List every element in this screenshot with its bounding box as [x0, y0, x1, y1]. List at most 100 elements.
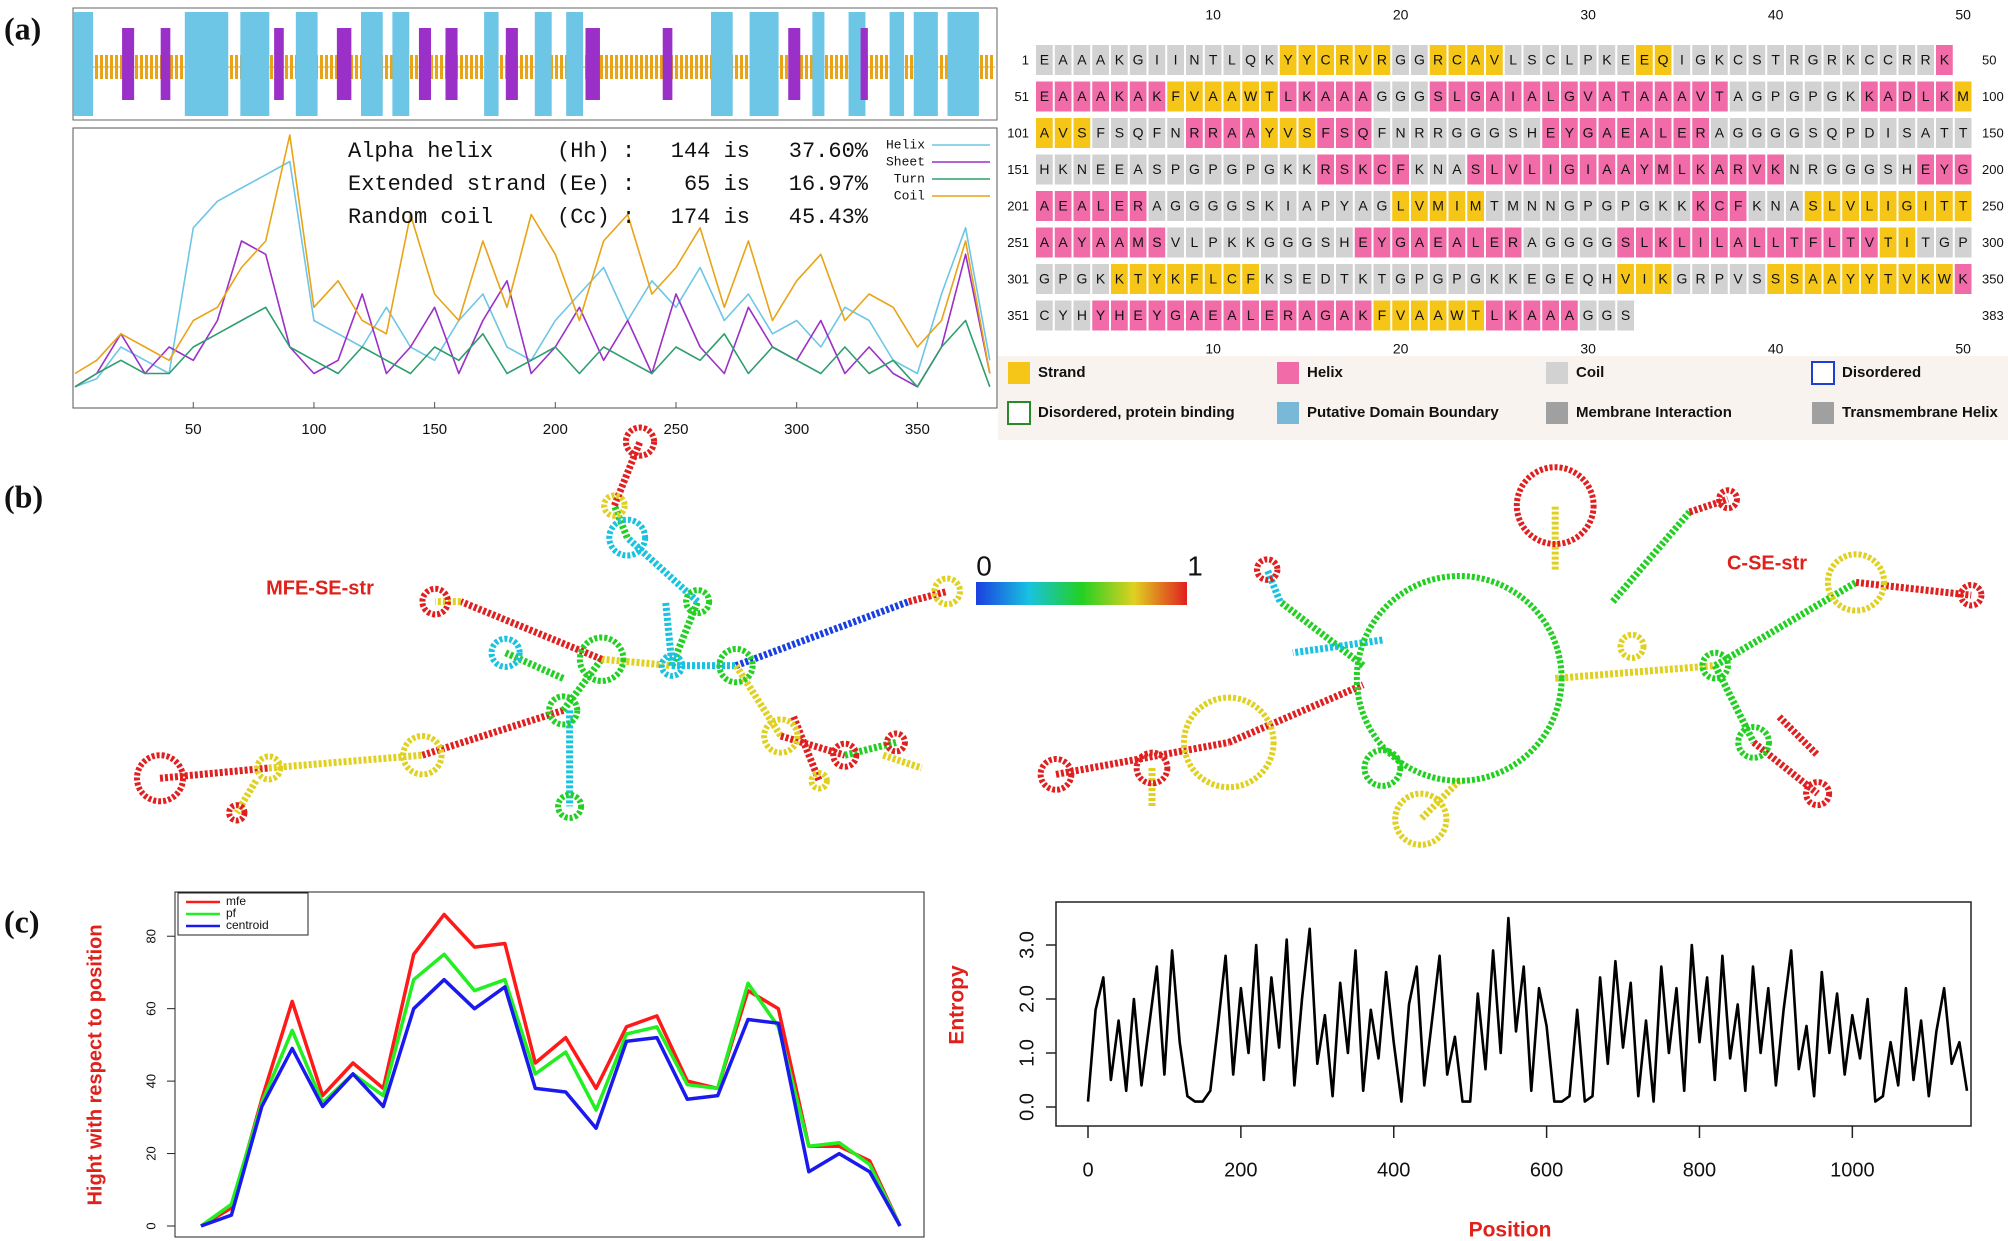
state-range — [295, 12, 318, 116]
rna-loop — [931, 575, 964, 608]
legend-label: Coil — [1576, 364, 1604, 381]
residue-cell — [1429, 191, 1447, 221]
residue-cell — [1429, 45, 1447, 75]
residue-cell — [1561, 118, 1578, 148]
residue-cell — [1617, 45, 1634, 75]
colorbar-tick-label: 0 — [976, 550, 992, 581]
residue-cell — [1748, 118, 1766, 148]
rna-stem — [907, 587, 949, 605]
residue-cell — [1054, 45, 1072, 75]
residue-cell — [1561, 191, 1578, 221]
residue-cell — [1504, 45, 1522, 75]
rna-loop — [1716, 487, 1740, 512]
row-start: 51 — [1015, 89, 1029, 104]
residue-cell — [1336, 191, 1353, 221]
residue-cell — [1167, 154, 1184, 185]
residue-cell — [1392, 300, 1409, 331]
residue-cell — [1561, 81, 1578, 112]
residue-cell — [1504, 227, 1522, 258]
stat-percent: 16.97% — [789, 172, 869, 197]
state-range — [947, 12, 979, 116]
stat-name: Random coil — [348, 205, 493, 230]
state-range — [445, 28, 458, 100]
residue-segment: GGS — [1583, 307, 1631, 323]
rna-stem — [421, 707, 565, 759]
residue-cell — [1523, 154, 1541, 185]
residue-cell — [1392, 45, 1409, 75]
residue-cell — [1129, 154, 1147, 185]
residue-cell — [1467, 191, 1484, 221]
residue-segment: AGGGGSKIAPYAG — [1152, 198, 1387, 214]
residue-cell — [1861, 118, 1878, 148]
residue-cell — [1898, 81, 1916, 112]
residue-cell — [1542, 81, 1559, 112]
column-tick-label: 30 — [1580, 341, 1596, 357]
residue-cell — [1467, 81, 1484, 112]
column-tick-label: 20 — [1393, 7, 1409, 23]
residue-cell — [1542, 45, 1559, 75]
residue-cell — [1711, 81, 1728, 112]
residue-cell — [1148, 118, 1166, 148]
residue-cell — [1579, 300, 1597, 331]
residue-cell — [1148, 264, 1166, 294]
state-range — [484, 12, 499, 116]
rna-stem — [1277, 598, 1366, 669]
residue-cell — [1223, 118, 1241, 148]
residue-cell — [1279, 81, 1297, 112]
residue-cell — [1523, 264, 1541, 294]
residue-cell — [1523, 191, 1541, 221]
residue-cell — [1486, 118, 1503, 148]
residue-cell — [1411, 264, 1428, 294]
panel-label: (c) — [4, 903, 40, 939]
residue-cell — [1204, 191, 1222, 221]
residue-cell — [1373, 45, 1391, 75]
residue-cell — [1129, 227, 1147, 258]
rna-loop — [576, 634, 627, 684]
y-tick-label: 40 — [143, 1074, 158, 1088]
residue-cell — [1879, 264, 1897, 294]
residue-segment: LKAAA — [1284, 88, 1368, 104]
residue-cell — [1261, 45, 1278, 75]
legend-swatch — [1546, 402, 1568, 424]
residue-cell — [1804, 154, 1822, 185]
state-range — [585, 28, 600, 100]
residue-cell — [1486, 81, 1503, 112]
residue-cell — [1711, 227, 1728, 258]
state-range — [566, 12, 584, 116]
residue-cell — [1223, 191, 1241, 221]
residue-cell — [1036, 45, 1053, 75]
state-range — [336, 28, 352, 100]
residue-cell — [1636, 264, 1653, 294]
residue-cell — [1486, 300, 1503, 331]
plot-frame — [1055, 901, 1972, 1127]
residue-cell — [1579, 191, 1597, 221]
residue-cell — [1673, 81, 1691, 112]
residue-cell — [1317, 191, 1334, 221]
state-range — [392, 12, 410, 116]
residue-cell — [1879, 118, 1897, 148]
x-tick-label: 250 — [663, 421, 688, 438]
residue-cell — [1673, 264, 1691, 294]
residue-cell — [1298, 227, 1316, 258]
residue-cell — [1279, 227, 1297, 258]
residue-cell — [1186, 300, 1203, 331]
rna-stem — [624, 535, 700, 605]
residue-cell — [1036, 227, 1053, 258]
residue-cell — [1861, 227, 1878, 258]
residue-cell — [1373, 191, 1391, 221]
residue-cell — [1486, 154, 1503, 185]
residue-cell — [1467, 264, 1484, 294]
residue-cell — [1654, 227, 1672, 258]
residue-cell — [1242, 264, 1259, 294]
state-range — [889, 12, 905, 116]
residue-cell — [1429, 118, 1447, 148]
row-end: 383 — [1982, 308, 2004, 323]
residue-cell — [1092, 118, 1109, 148]
residue-segment: SLVLIGIAAYMLKARVK — [1471, 161, 1781, 177]
residue-cell — [1242, 191, 1259, 221]
residue-cell — [1129, 81, 1147, 112]
rna-loop — [419, 585, 452, 618]
residue-cell — [1354, 45, 1372, 75]
state-range — [274, 28, 284, 100]
residue-cell — [1429, 81, 1447, 112]
